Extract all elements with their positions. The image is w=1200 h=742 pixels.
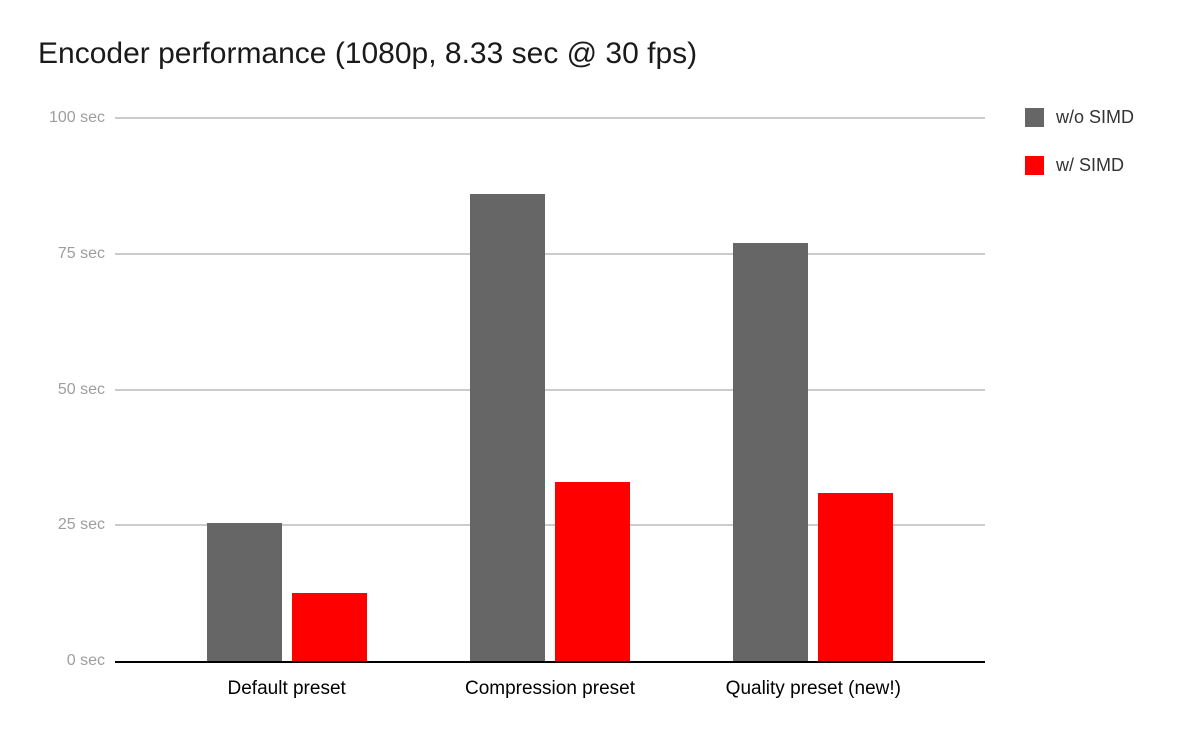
x-category-label: Default preset <box>227 678 346 699</box>
bar-w-o-simd <box>733 242 809 661</box>
gridlines <box>115 117 985 661</box>
y-tick-label: 0 sec <box>66 652 105 669</box>
bar-group <box>155 118 418 661</box>
y-axis-labels: 0 sec 25 sec 50 sec 75 sec 100 sec <box>30 109 105 669</box>
gridline <box>115 524 985 527</box>
bar-group <box>682 118 945 661</box>
gridline <box>115 252 985 255</box>
bar-w-o-simd <box>206 522 282 661</box>
legend-label: w/o SIMD <box>1056 107 1135 127</box>
y-tick-label: 50 sec <box>57 380 105 398</box>
bars <box>155 118 945 661</box>
y-tick-label: 25 sec <box>57 516 105 534</box>
legend: w/o SIMD w/ SIMD <box>1025 107 1134 176</box>
x-category-label: Quality preset (new!) <box>725 678 901 699</box>
legend-label: w/ SIMD <box>1056 155 1125 175</box>
bar-group <box>418 118 681 661</box>
bar-w-o-simd <box>469 194 545 661</box>
legend-item: w/o SIMD <box>1025 107 1134 128</box>
y-tick-label: 75 sec <box>57 244 105 262</box>
gridline <box>115 388 985 391</box>
plot-area <box>115 117 985 663</box>
chart-title: Encoder performance (1080p, 8.33 sec @ 3… <box>38 37 698 70</box>
gridline <box>115 117 985 119</box>
bar-w-simd <box>554 481 630 661</box>
legend-item: w/ SIMD <box>1025 155 1134 176</box>
bar-w-simd <box>818 492 894 661</box>
legend-swatch-icon <box>1025 156 1044 175</box>
x-category-label: Compression preset <box>464 678 635 699</box>
legend-swatch-icon <box>1025 108 1044 127</box>
x-axis-labels: Default preset Compression preset Quality … <box>155 678 945 700</box>
bar-w-simd <box>291 593 367 661</box>
y-tick-label: 100 sec <box>48 109 105 126</box>
